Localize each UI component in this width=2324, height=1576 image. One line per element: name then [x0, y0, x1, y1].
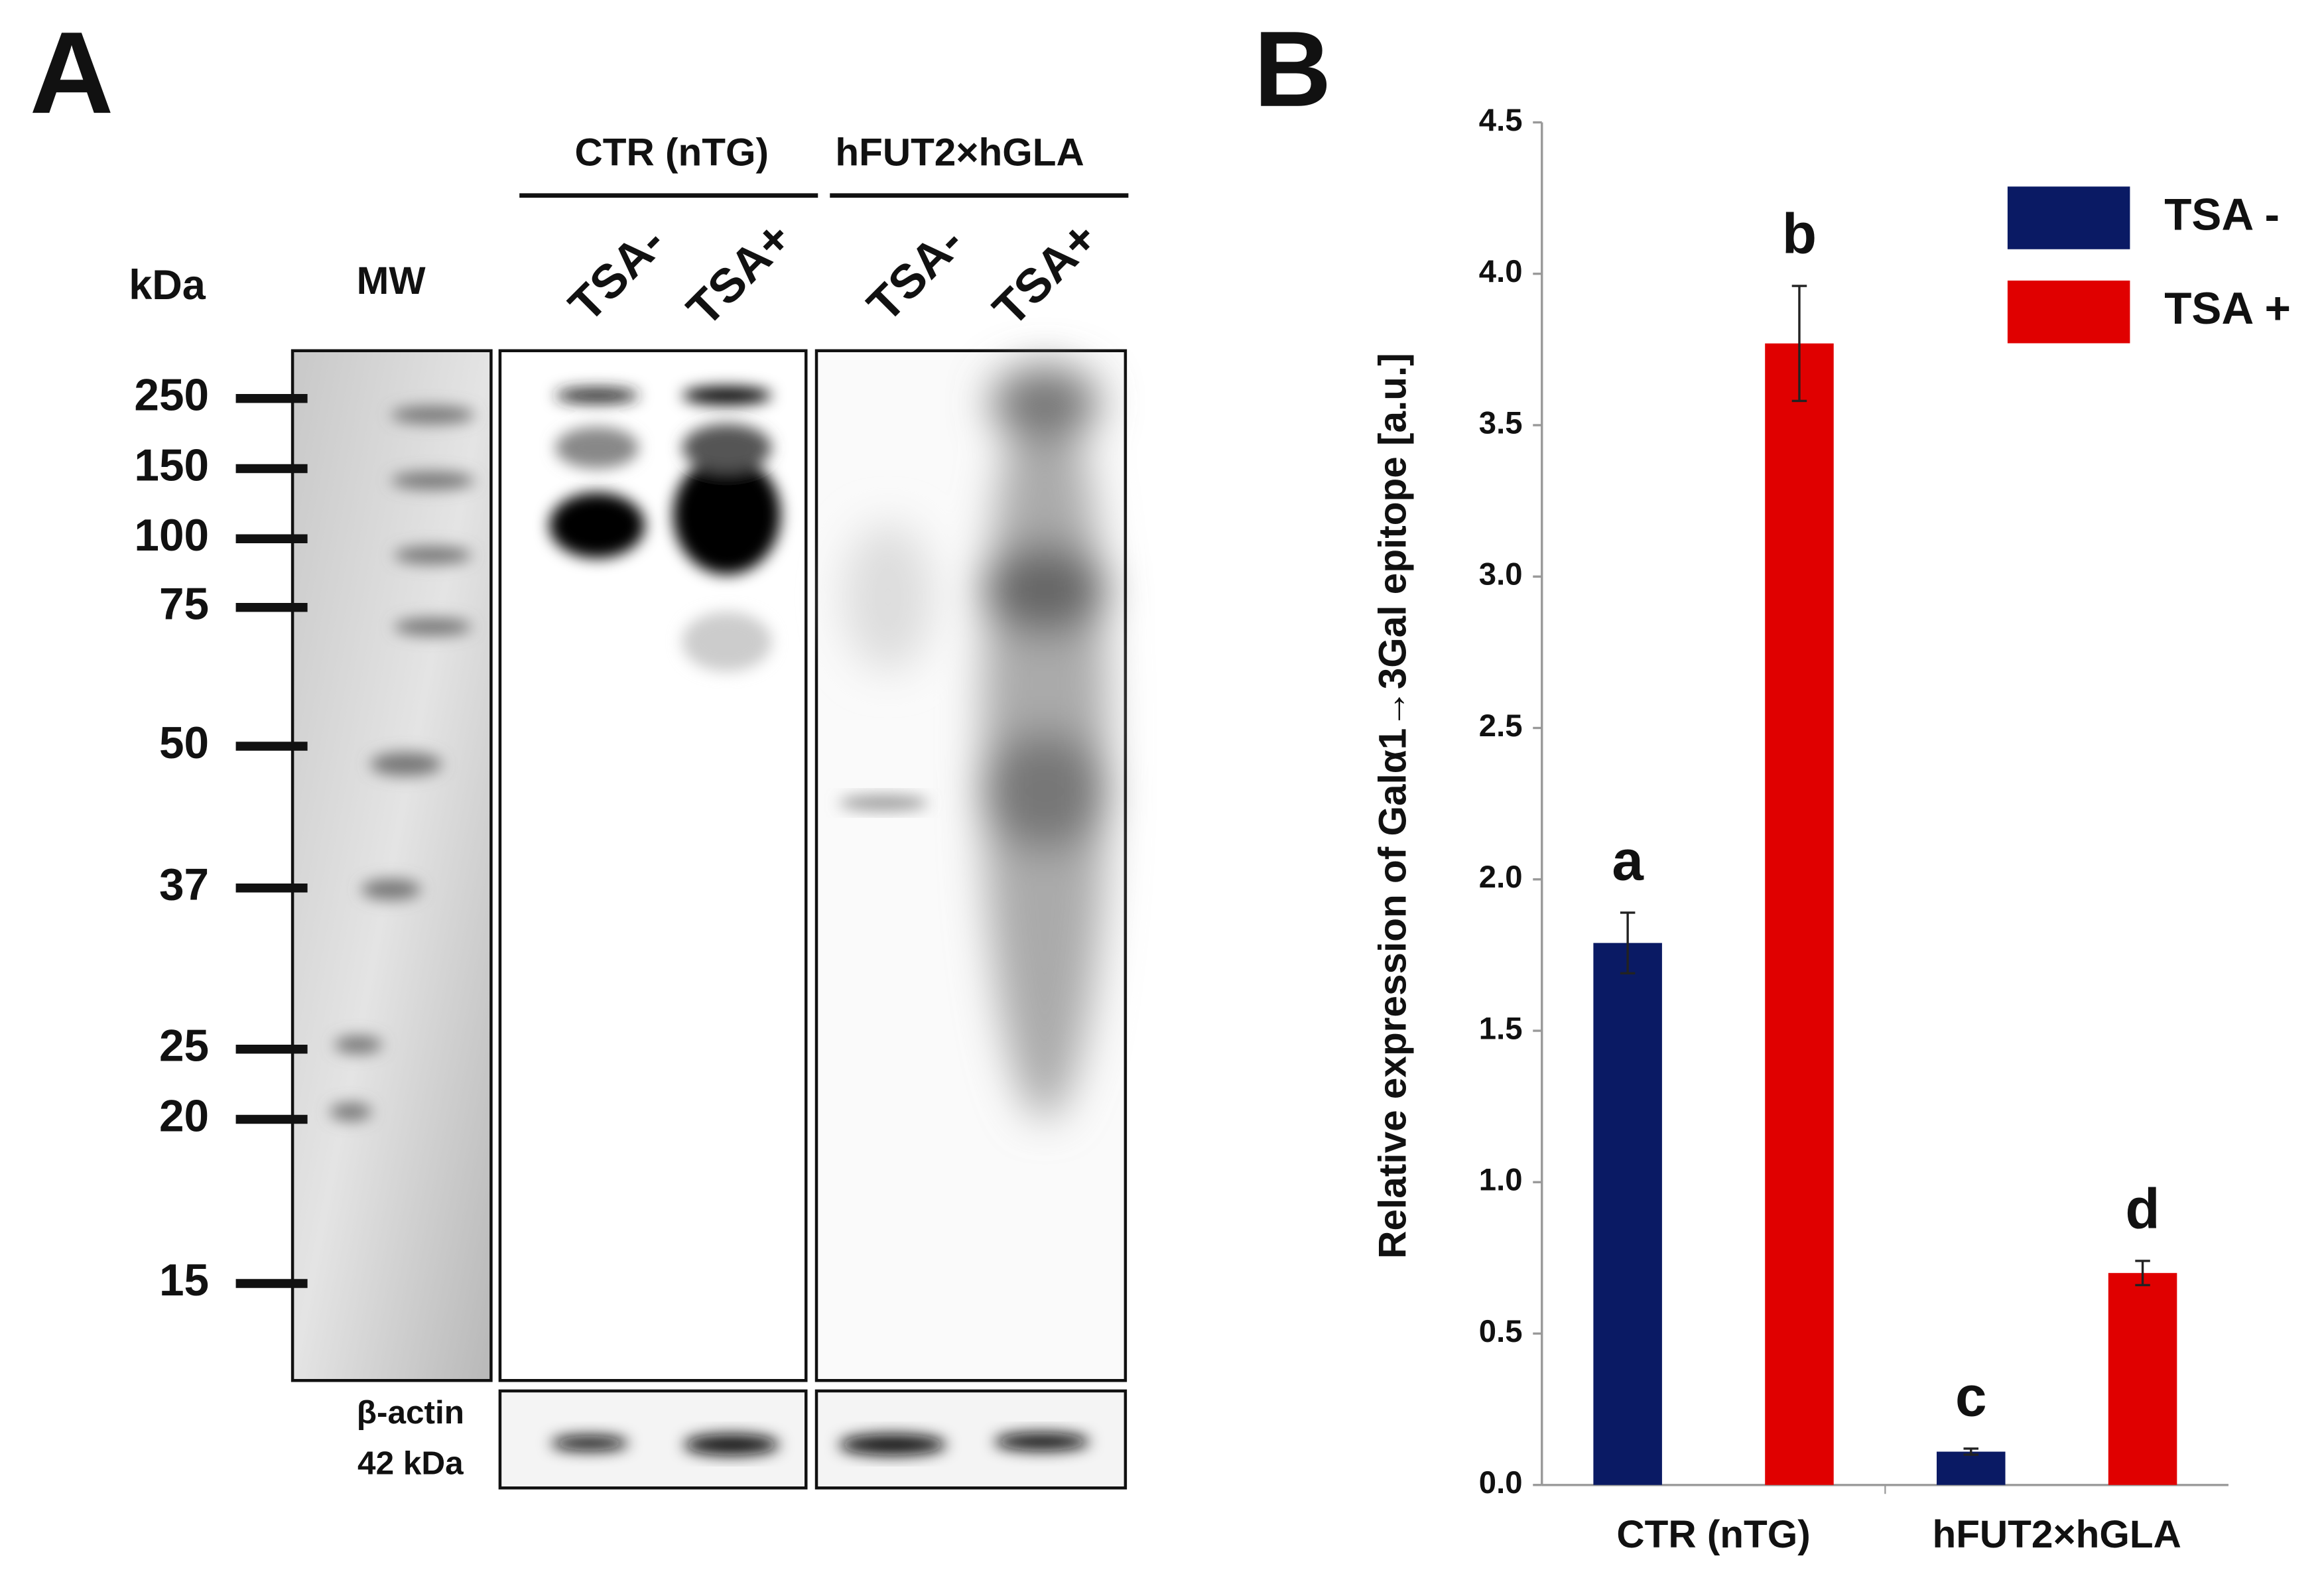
panel-letter: B — [1254, 9, 1331, 129]
actin-bands — [550, 1433, 1090, 1455]
significance-letter: c — [1955, 1366, 1987, 1429]
group-label: CTR (nTG) — [574, 131, 768, 174]
x-tick-label: CTR (nTG) — [1616, 1513, 1810, 1556]
x-tick-label: hFUT2×hGLA — [1932, 1513, 2181, 1556]
bar-chart: 0.0 0.5 1.0 1.5 2.0 2.5 3.0 3.5 4.0 4.5 CTR (nTG) h… — [1479, 103, 2291, 1556]
bar — [1937, 1451, 2006, 1485]
mw-lane — [290, 349, 493, 1382]
marker-label: 250 — [134, 371, 209, 421]
blot-bands — [549, 386, 781, 672]
y-tick-label: 0.0 — [1479, 1465, 1523, 1500]
y-axis-title: Relative expression of Galα1→3Gal epitop… — [1372, 353, 1415, 1258]
lane-label: TSA- — [858, 216, 974, 332]
y-tick-label: 0.5 — [1479, 1314, 1523, 1349]
error-bar — [1791, 285, 1807, 403]
marker-label: 150 — [134, 440, 209, 490]
error-bar — [1620, 911, 1636, 974]
significance-letter: b — [1782, 203, 1817, 266]
mw-bands — [330, 406, 475, 1121]
marker-label: 50 — [159, 718, 209, 768]
y-tick-label: 1.5 — [1479, 1011, 1523, 1046]
significance-letter: d — [2125, 1178, 2160, 1241]
panel-letter: A — [30, 8, 114, 138]
y-tick-label: 2.0 — [1479, 860, 1523, 895]
actin-kda: 42 kDa — [357, 1445, 464, 1482]
legend-swatch — [2007, 281, 2130, 344]
legend-label: TSA - — [2164, 190, 2280, 239]
legend-swatch — [2007, 186, 2130, 249]
lane-label: TSA+ — [983, 212, 1108, 336]
mw-label: MW — [357, 259, 426, 302]
y-tick-label: 4.5 — [1479, 103, 1523, 138]
error-bar — [2135, 1260, 2150, 1287]
marker-label: 15 — [159, 1256, 209, 1305]
bar — [1765, 343, 1834, 1485]
kda-label: kDa — [129, 262, 206, 308]
y-tick-label: 3.0 — [1479, 557, 1523, 592]
legend-label: TSA + — [2164, 284, 2291, 334]
significance-letter: a — [1612, 830, 1644, 893]
y-tick-label: 2.5 — [1479, 708, 1523, 744]
marker-label: 75 — [159, 580, 209, 629]
y-tick-label: 3.5 — [1479, 405, 1523, 440]
lane-label: TSA- — [559, 216, 675, 332]
actin-label: β-actin — [357, 1394, 464, 1431]
error-bar — [1963, 1447, 1979, 1456]
marker-ladder: 250 150 100 75 50 37 25 20 15 — [134, 371, 308, 1305]
bar — [2108, 1273, 2177, 1485]
bar — [1593, 943, 1662, 1485]
marker-label: 100 — [134, 511, 209, 560]
group-label: hFUT2×hGLA — [835, 131, 1084, 174]
blot-band — [838, 795, 929, 811]
marker-label: 20 — [159, 1091, 209, 1141]
y-tick-label: 4.0 — [1479, 254, 1523, 289]
y-tick-label: 1.0 — [1479, 1163, 1523, 1198]
marker-label: 25 — [159, 1021, 209, 1071]
blot-smear — [843, 365, 1108, 1120]
marker-label: 37 — [159, 860, 209, 910]
lane-label: TSA+ — [677, 212, 802, 336]
